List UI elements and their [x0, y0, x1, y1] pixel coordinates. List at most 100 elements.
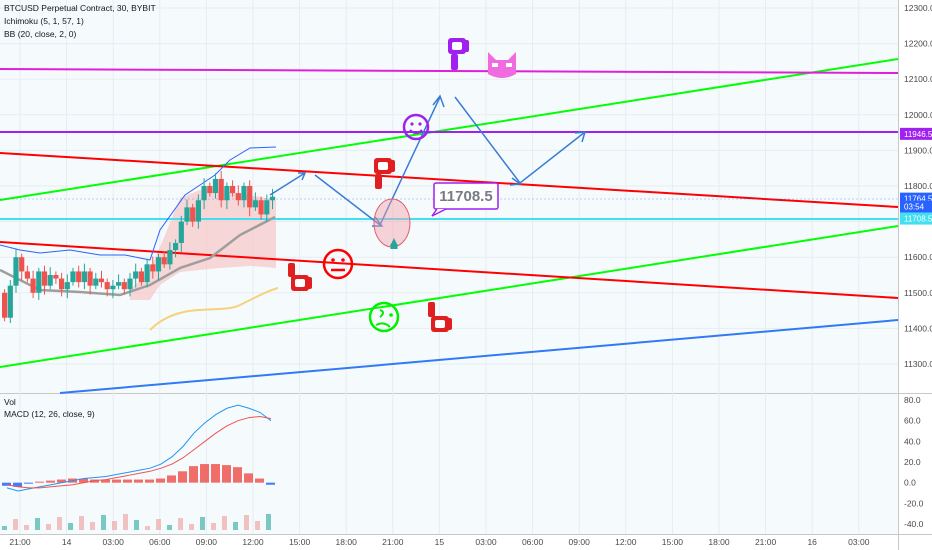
- volume-bar: [112, 521, 117, 530]
- upper-red-trendline[interactable]: [0, 152, 899, 208]
- candle[interactable]: [81, 271, 87, 283]
- candle[interactable]: [252, 200, 258, 208]
- candle[interactable]: [184, 207, 190, 222]
- smiley-face-icon[interactable]: [402, 113, 430, 141]
- forecast-arrows[interactable]: [269, 94, 587, 227]
- candle[interactable]: [218, 178, 224, 201]
- candle[interactable]: [150, 264, 156, 272]
- time-tick-label: 03:00: [475, 537, 497, 547]
- candle[interactable]: [178, 221, 184, 243]
- candle[interactable]: [116, 282, 122, 286]
- candle[interactable]: [230, 186, 236, 194]
- time-tick-label: 21:00: [9, 537, 31, 547]
- macd-axis[interactable]: 80.0 60.0 40.0 20.0 0.0 -20.0 -40.0: [904, 395, 924, 529]
- bb-legend: BB (20, close, 2, 0): [4, 29, 77, 39]
- candle[interactable]: [155, 257, 162, 272]
- candlestick-series[interactable]: [2, 171, 276, 324]
- pointing-hand-icon[interactable]: [374, 158, 395, 189]
- candle[interactable]: [195, 200, 201, 222]
- candle[interactable]: [258, 200, 264, 215]
- candle[interactable]: [269, 196, 276, 201]
- forecast-arrow[interactable]: [454, 96, 586, 185]
- candle[interactable]: [241, 186, 247, 201]
- volume-bar: [200, 517, 205, 530]
- macd-tick-label: -40.0: [904, 519, 924, 529]
- macd-legend: MACD (12, 26, close, 9): [4, 409, 95, 419]
- candle[interactable]: [127, 278, 133, 290]
- forecast-arrow[interactable]: [269, 172, 306, 196]
- candle[interactable]: [2, 292, 8, 318]
- candle[interactable]: [207, 186, 213, 194]
- volume-bar: [145, 526, 150, 530]
- volume-bar: [68, 523, 73, 530]
- candle[interactable]: [247, 186, 253, 208]
- candle[interactable]: [138, 271, 144, 283]
- candle[interactable]: [104, 282, 110, 290]
- candle[interactable]: [41, 271, 48, 286]
- macd-tick-label: 80.0: [904, 395, 921, 405]
- candle[interactable]: [133, 271, 139, 279]
- pointing-hand-red-icons[interactable]: [288, 158, 452, 332]
- callout-box[interactable]: [433, 182, 499, 210]
- forecast-arrow[interactable]: [314, 96, 441, 227]
- candle[interactable]: [19, 257, 25, 272]
- lower-red-trendline[interactable]: [0, 241, 899, 299]
- macd-pane[interactable]: [0, 394, 898, 534]
- time-tick-label: 12:00: [242, 537, 264, 547]
- candle[interactable]: [36, 271, 42, 293]
- cat-face-icon[interactable]: [488, 52, 516, 78]
- macd-histogram-bar: [46, 480, 55, 483]
- candle[interactable]: [173, 242, 179, 251]
- confused-face-icon[interactable]: [368, 301, 400, 333]
- candle[interactable]: [30, 278, 36, 293]
- volume-bar: [24, 525, 29, 530]
- candle[interactable]: [47, 275, 53, 286]
- candle[interactable]: [224, 186, 230, 201]
- candle[interactable]: [190, 207, 196, 222]
- price-axis[interactable]: 12300.0 12200.0 12100.0 12000.0 11900.0 11800…: [904, 3, 932, 369]
- pointing-hand-icon[interactable]: [288, 263, 312, 291]
- candle[interactable]: [121, 282, 127, 290]
- magenta-level-line[interactable]: [0, 68, 899, 74]
- pointing-hand-icon[interactable]: [428, 302, 452, 332]
- price-label-text: 03:54: [904, 203, 925, 212]
- candle[interactable]: [212, 178, 219, 194]
- price-tick-label: 12100.0: [904, 74, 932, 84]
- candle[interactable]: [53, 275, 59, 279]
- candle[interactable]: [13, 257, 19, 286]
- signal-line: [6, 416, 272, 489]
- candle[interactable]: [235, 193, 241, 201]
- candle[interactable]: [70, 271, 76, 283]
- highlight-ellipse[interactable]: [373, 198, 411, 248]
- candle[interactable]: [98, 278, 105, 283]
- upper-green-trendline[interactable]: [0, 58, 899, 201]
- candle[interactable]: [201, 186, 207, 201]
- price-label-text: 11708.5: [904, 215, 932, 224]
- candle[interactable]: [64, 282, 70, 290]
- lower-green-trendline[interactable]: [0, 225, 899, 368]
- neutral-face-icon[interactable]: [322, 248, 354, 280]
- price-tick-label: 12200.0: [904, 39, 932, 49]
- pointing-hand-icon[interactable]: [448, 38, 469, 70]
- macd-histogram-bar: [134, 479, 143, 483]
- candle[interactable]: [110, 285, 116, 290]
- candle[interactable]: [7, 285, 13, 318]
- candle[interactable]: [161, 257, 167, 265]
- macd-histogram-bar: [211, 464, 220, 483]
- candle[interactable]: [76, 271, 82, 283]
- candle[interactable]: [144, 264, 150, 283]
- candle[interactable]: [93, 278, 99, 286]
- blue-trendline[interactable]: [59, 319, 899, 394]
- candle[interactable]: [167, 250, 173, 265]
- price-label-text: 11764.5: [904, 195, 932, 204]
- candle[interactable]: [24, 271, 30, 279]
- time-tick-label: 15: [435, 537, 445, 547]
- candle[interactable]: [87, 271, 93, 286]
- candle[interactable]: [264, 200, 270, 215]
- candle[interactable]: [59, 278, 65, 290]
- macd-tick-label: 0.0: [904, 478, 916, 488]
- time-axis[interactable]: 21:00 14 03:00 06:00 09:00 12:00 15:00 18:00 21:…: [9, 537, 869, 547]
- macd-histogram-bar: [24, 482, 33, 484]
- macd-histogram-bar: [145, 479, 154, 483]
